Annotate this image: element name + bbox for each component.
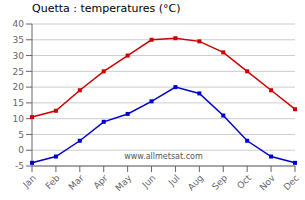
svg-text:Apr: Apr bbox=[92, 173, 110, 191]
svg-text:35: 35 bbox=[13, 35, 24, 45]
svg-text:15: 15 bbox=[13, 98, 24, 108]
svg-text:Jan: Jan bbox=[20, 173, 38, 191]
html-text:www.allmetsat.com: www.allmetsat.com bbox=[124, 152, 203, 161]
svg-text:40: 40 bbox=[13, 19, 25, 29]
svg-text:Aug: Aug bbox=[186, 173, 206, 193]
html-text:Quetta : temperatures (°C): Quetta : temperatures (°C) bbox=[32, 2, 181, 15]
svg-text:10: 10 bbox=[13, 114, 25, 124]
svg-text:Feb: Feb bbox=[44, 173, 63, 192]
svg-text:Jun: Jun bbox=[140, 173, 158, 191]
svg-text:Nov: Nov bbox=[258, 172, 278, 192]
svg-text:Sep: Sep bbox=[210, 173, 229, 192]
svg-text:May: May bbox=[113, 172, 134, 193]
svg-text:Jul: Jul bbox=[166, 173, 181, 188]
svg-text:Oct: Oct bbox=[235, 173, 253, 191]
svg-text:25: 25 bbox=[13, 67, 24, 77]
svg-text:0: 0 bbox=[18, 145, 24, 155]
svg-text:-5: -5 bbox=[15, 161, 24, 171]
svg-text:20: 20 bbox=[13, 82, 25, 92]
svg-text:30: 30 bbox=[13, 51, 25, 61]
svg-text:Dec: Dec bbox=[282, 173, 297, 192]
svg-text:5: 5 bbox=[18, 130, 24, 140]
svg-text:Mar: Mar bbox=[67, 173, 86, 192]
